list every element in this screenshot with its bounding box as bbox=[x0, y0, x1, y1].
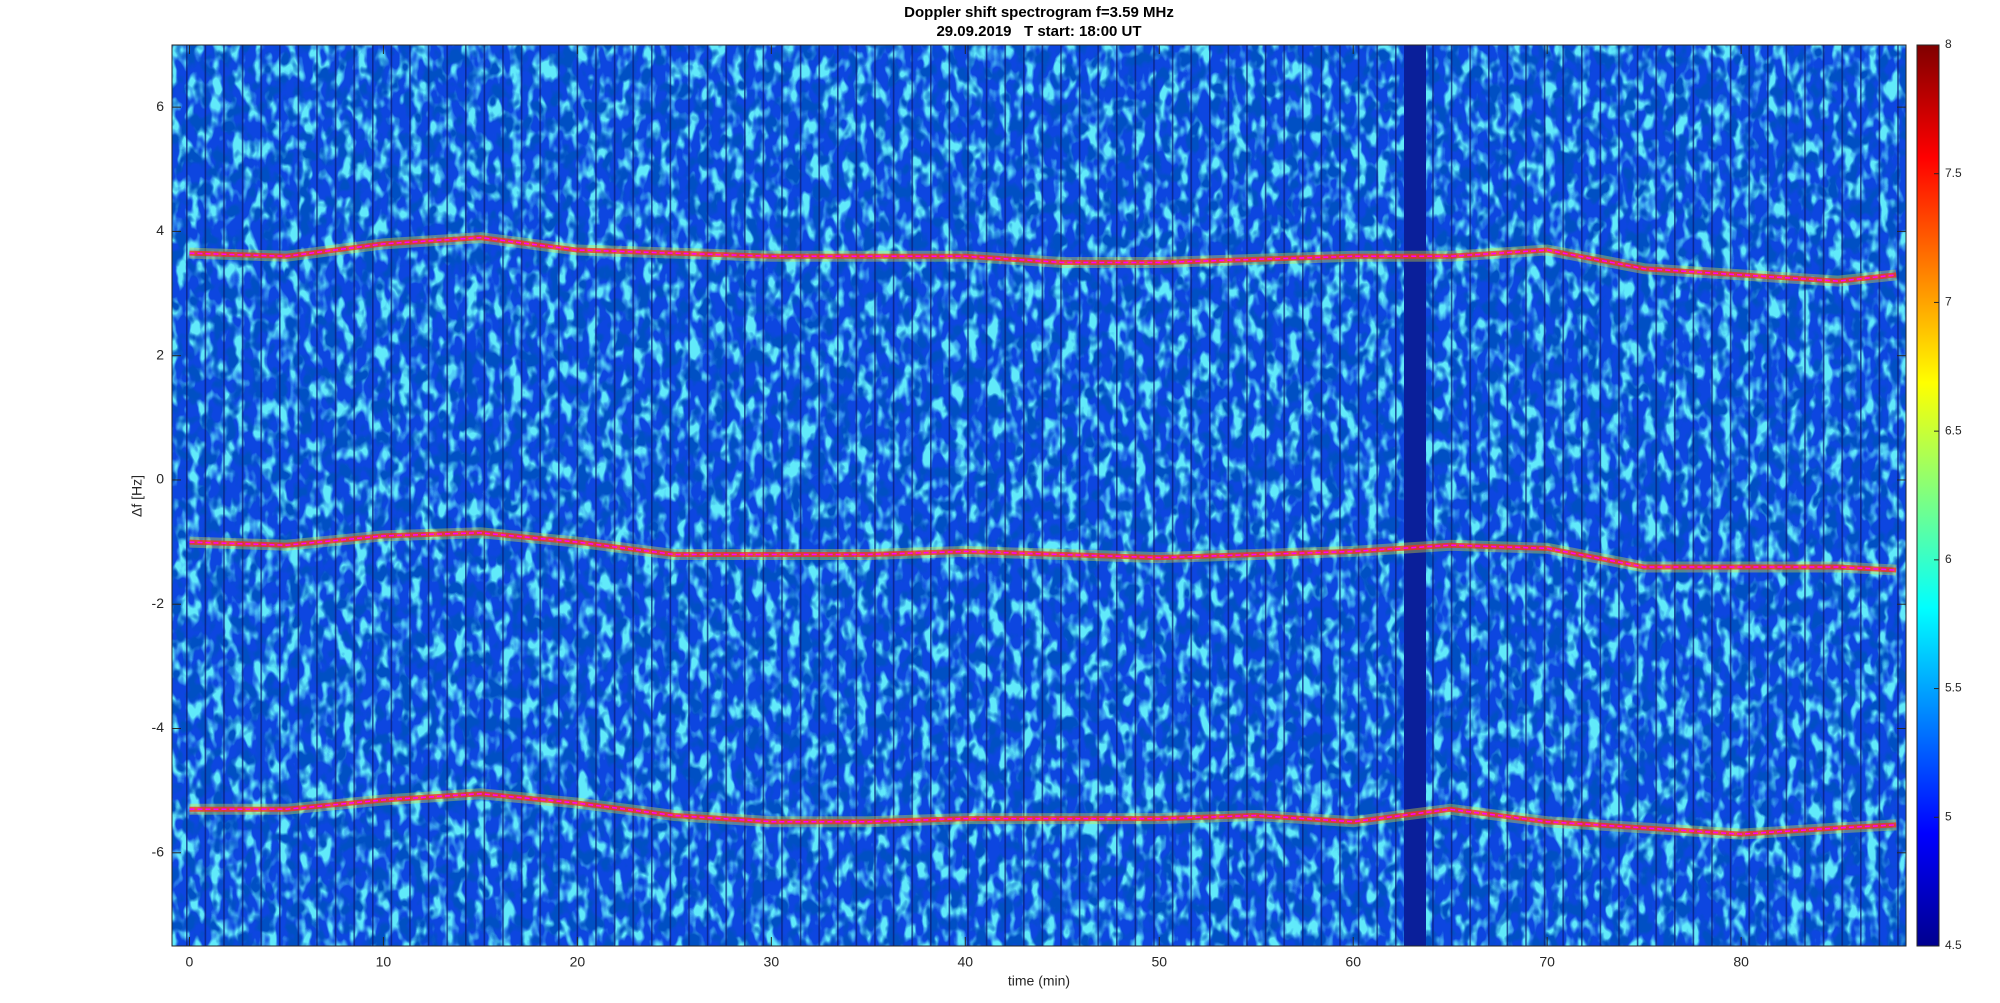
colorbar-tick-label: 5 bbox=[1945, 809, 1952, 823]
x-tick-label: 10 bbox=[376, 954, 392, 970]
colorbar-tick-label: 7.5 bbox=[1945, 166, 1962, 180]
y-tick-label: 0 bbox=[156, 471, 164, 487]
x-tick-label: 20 bbox=[570, 954, 586, 970]
y-tick-label: 6 bbox=[156, 98, 164, 114]
colorbar-tick-label: 8 bbox=[1945, 37, 1952, 51]
y-tick-label: 4 bbox=[156, 222, 164, 238]
colorbar-tick-label: 5.5 bbox=[1945, 681, 1962, 695]
y-tick-label: -6 bbox=[152, 843, 165, 859]
x-tick-label: 60 bbox=[1345, 954, 1361, 970]
y-tick-label: -2 bbox=[152, 595, 165, 611]
colorbar bbox=[1916, 44, 1940, 947]
x-tick-label: 0 bbox=[186, 954, 194, 970]
colorbar-tick-label: 6.5 bbox=[1945, 423, 1962, 437]
y-axis-label: Δf [Hz] bbox=[129, 475, 145, 517]
ridge-lines bbox=[189, 232, 1897, 840]
ridge-line bbox=[189, 236, 1897, 282]
x-tick-label: 30 bbox=[764, 954, 780, 970]
ridge-line bbox=[189, 793, 1897, 835]
y-tick-label: 2 bbox=[156, 346, 164, 362]
chart-subtitle: 29.09.2019 T start: 18:00 UT bbox=[936, 23, 1141, 40]
x-tick-label: 50 bbox=[1151, 954, 1167, 970]
plot-frame bbox=[171, 44, 1907, 947]
chart-title: Doppler shift spectrogram f=3.59 MHz bbox=[904, 4, 1174, 21]
x-tick-label: 70 bbox=[1539, 954, 1555, 970]
ridge-line bbox=[189, 532, 1897, 571]
x-tick-label: 80 bbox=[1733, 954, 1749, 970]
colorbar-tick-label: 4.5 bbox=[1945, 938, 1962, 952]
y-tick-label: -4 bbox=[152, 719, 165, 735]
colorbar-tick-label: 7 bbox=[1945, 295, 1952, 309]
spectrogram-background bbox=[172, 45, 1906, 946]
colorbar-tick-label: 6 bbox=[1945, 552, 1952, 566]
x-axis-label: time (min) bbox=[1008, 973, 1070, 989]
x-tick-label: 40 bbox=[958, 954, 974, 970]
